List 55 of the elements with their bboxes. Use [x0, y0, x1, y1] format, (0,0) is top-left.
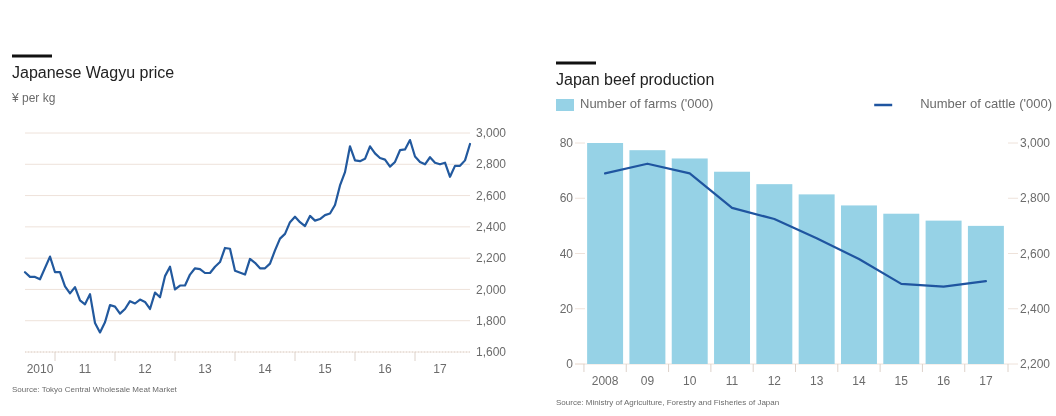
- x-tick-label: 14: [852, 374, 866, 388]
- x-tick-label: 2010: [26, 362, 54, 376]
- y-tick-label: 1,800: [476, 313, 507, 328]
- source-note: Source: Ministry of Agriculture, Forestry and Fisheries of Japan: [556, 398, 780, 407]
- x-tick-label: 15: [318, 362, 332, 376]
- y-tick-label: 60: [559, 191, 574, 206]
- x-tick-label: 17: [979, 374, 993, 388]
- y-tick-label: 40: [559, 246, 574, 261]
- y-tick-label: 2,800: [476, 157, 507, 172]
- y2-tick-label: 2,400: [1020, 301, 1051, 316]
- y2-tick-label: 2,200: [1020, 357, 1051, 372]
- chart-title: Japan beef production: [556, 71, 715, 88]
- line-series: [604, 162, 987, 288]
- x-tick-label: 2008: [591, 374, 619, 388]
- x-tick-label: 10: [683, 374, 697, 388]
- y-tick-label: 2,200: [476, 251, 507, 266]
- bar: [756, 184, 793, 364]
- bar: [798, 194, 835, 364]
- x-tick-label: 17: [433, 362, 447, 376]
- y-tick-label: 2,400: [476, 220, 507, 235]
- x-tick-label: 13: [198, 362, 212, 376]
- x-tick-label: 16: [378, 362, 392, 376]
- y-tick-label: 80: [559, 136, 574, 151]
- x-tick-label: 15: [894, 374, 909, 388]
- bar: [587, 143, 624, 364]
- y-tick-label: 3,000: [476, 126, 507, 141]
- x-tick-label: 11: [725, 374, 739, 388]
- bar: [714, 171, 751, 364]
- x-tick-label: 16: [936, 374, 951, 388]
- legend-label: Number of farms ('000): [580, 96, 714, 111]
- bar: [629, 150, 666, 364]
- bar: [840, 205, 877, 364]
- x-tick-label: 12: [138, 362, 152, 376]
- x-tick-label: 13: [809, 374, 824, 388]
- line-series: [23, 138, 472, 334]
- bar: [967, 225, 1004, 364]
- y-tick-label: 2,600: [476, 188, 507, 203]
- y-tick-label: 0: [566, 357, 574, 372]
- y-tick-label: 1,600: [476, 345, 507, 360]
- x-tick-label: 09: [640, 374, 655, 388]
- x-tick-label: 14: [258, 362, 272, 376]
- y2-tick-label: 2,600: [1020, 246, 1051, 261]
- x-tick-label: 11: [78, 362, 92, 376]
- y-tick-label: 2,000: [476, 282, 507, 297]
- y2-tick-label: 3,000: [1020, 136, 1051, 151]
- chart-title: Japanese Wagyu price: [12, 64, 175, 81]
- bar: [671, 158, 708, 364]
- chart-subtitle: ¥ per kg: [11, 91, 56, 105]
- bar: [883, 213, 920, 364]
- legend-label: Number of cattle ('000): [920, 96, 1052, 111]
- x-tick-label: 12: [767, 374, 782, 388]
- y2-tick-label: 2,800: [1020, 191, 1051, 206]
- y-tick-label: 20: [559, 301, 574, 316]
- source-note: Source: Tokyo Central Wholesale Meat Market: [12, 385, 178, 394]
- bar: [925, 220, 962, 364]
